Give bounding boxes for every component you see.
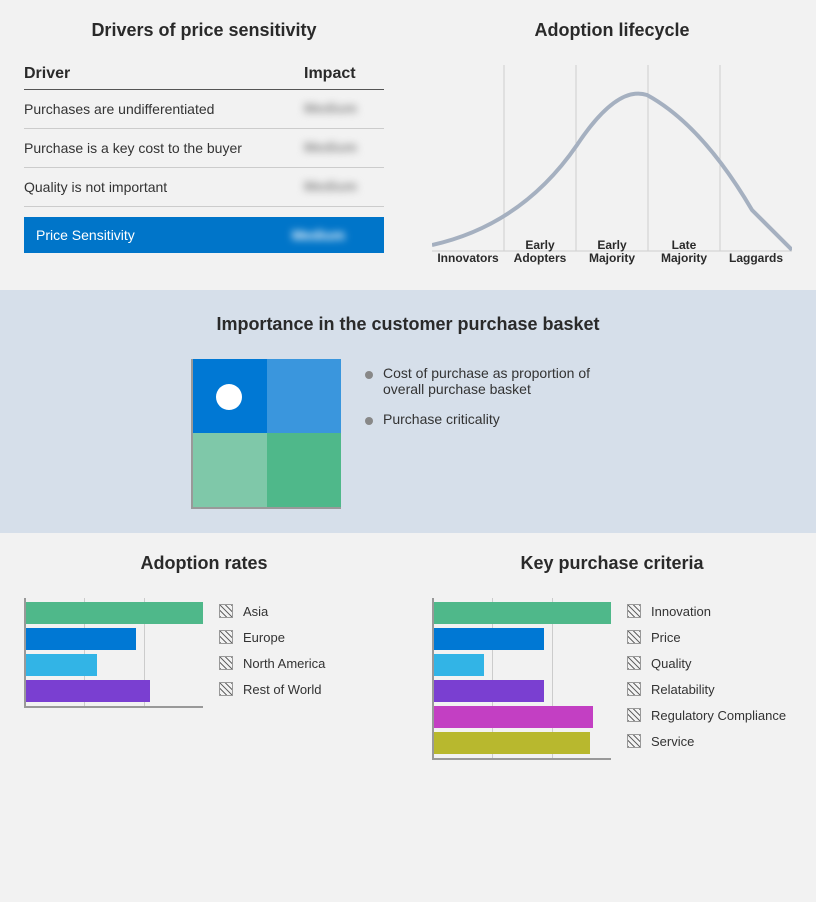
bar [26,602,203,624]
table-row: Purchase is a key cost to the buyerMediu… [24,129,384,168]
legend-swatch-icon [627,656,641,670]
bar [434,680,544,702]
row-bottom: Adoption rates Asia Europe North America Re… [0,533,816,780]
legend-swatch-icon [627,682,641,696]
panel-adoption-rates: Adoption rates Asia Europe North America Re… [0,533,408,780]
legend-item: Regulatory Compliance [627,702,792,728]
legend-label: North America [243,656,325,671]
panel-adoption-lifecycle: Adoption lifecycle Innovators EarlyAdopte… [408,0,816,290]
legend-item: Price [627,624,792,650]
legend-label: Innovation [651,604,711,619]
bar [26,628,136,650]
dashboard: Drivers of price sensitivity Driver Impa… [0,0,816,780]
importance-content: Cost of purchase as proportion of overal… [24,359,792,509]
legend-text: Cost of purchase as proportion of overal… [383,365,625,397]
quadrant-cell-bl [193,433,267,507]
panel-title: Adoption rates [24,553,384,574]
bar [434,602,611,624]
panel-key-purchase-criteria: Key purchase criteria Innovation Price Qua… [408,533,816,780]
legend-swatch-icon [627,734,641,748]
summary-row: Price Sensitivity Medium [24,217,384,253]
legend-item: Asia [219,598,384,624]
legend-label: Europe [243,630,285,645]
panel-importance: Importance in the customer purchase bask… [0,290,816,533]
legend-label: Regulatory Compliance [651,708,786,723]
legend-label: Price [651,630,681,645]
legend-item: Quality [627,650,792,676]
legend-swatch-icon [219,630,233,644]
legend-label: Asia [243,604,268,619]
panel-title: Adoption lifecycle [432,20,792,41]
legend-swatch-icon [219,656,233,670]
legend-swatch-icon [627,604,641,618]
quadrant-marker [216,384,242,410]
summary-value: Medium [292,227,345,243]
row-top: Drivers of price sensitivity Driver Impa… [0,0,816,290]
panel-title: Drivers of price sensitivity [24,20,384,41]
bar [26,654,97,676]
impact-cell: Medium [304,139,384,157]
adoption-rates-chart: Asia Europe North America Rest of World [24,598,384,708]
bullet-icon [365,371,373,379]
driver-cell: Purchases are undifferentiated [24,101,304,117]
legend-item: Innovation [627,598,792,624]
col-header-driver: Driver [24,65,304,83]
col-header-impact: Impact [304,65,384,83]
bar-area [432,598,611,760]
panel-title: Key purchase criteria [432,553,792,574]
bar [434,654,484,676]
legend-item: Service [627,728,792,754]
summary-label: Price Sensitivity [36,227,292,243]
lifecycle-category-label: Laggards [729,251,783,265]
bar [434,706,593,728]
bar-legend: Asia Europe North America Rest of World [219,598,384,708]
legend-item: Europe [219,624,384,650]
legend-swatch-icon [219,604,233,618]
legend-label: Relatability [651,682,715,697]
legend-text: Purchase criticality [383,411,500,427]
impact-cell: Medium [304,178,384,196]
quadrant-wrap [191,359,341,509]
key-purchase-criteria-chart: Innovation Price Quality Relatability Regula… [432,598,792,760]
bar [26,680,150,702]
legend-label: Rest of World [243,682,322,697]
quadrant-cell-br [267,433,341,507]
bar [434,628,544,650]
legend-item: Cost of purchase as proportion of overal… [365,365,625,397]
price-sensitivity-table: Driver Impact Purchases are undifferenti… [24,65,384,253]
legend-item: Relatability [627,676,792,702]
adoption-lifecycle-chart: Innovators EarlyAdopters EarlyMajority Late… [432,65,792,265]
legend-item: North America [219,650,384,676]
legend-swatch-icon [627,708,641,722]
quadrant-cell-tr [267,359,341,433]
table-row: Quality is not importantMedium [24,168,384,207]
lifecycle-category-label: EarlyMajority [589,238,635,265]
panel-title: Importance in the customer purchase bask… [24,314,792,335]
legend-item: Rest of World [219,676,384,702]
lifecycle-curve [432,94,792,250]
bar [434,732,590,754]
table-header: Driver Impact [24,65,384,90]
legend-item: Purchase criticality [365,411,625,427]
lifecycle-category-label: LateMajority [661,238,707,265]
quadrant-chart [191,359,341,509]
legend-label: Service [651,734,694,749]
bar-legend: Innovation Price Quality Relatability Regula… [627,598,792,760]
table-row: Purchases are undifferentiatedMedium [24,90,384,129]
panel-price-sensitivity: Drivers of price sensitivity Driver Impa… [0,0,408,290]
driver-cell: Quality is not important [24,179,304,195]
lifecycle-category-label: EarlyAdopters [514,238,567,265]
legend-swatch-icon [219,682,233,696]
bullet-icon [365,417,373,425]
importance-legend: Cost of purchase as proportion of overal… [365,359,625,441]
legend-label: Quality [651,656,691,671]
bar-area [24,598,203,708]
impact-cell: Medium [304,100,384,118]
lifecycle-category-label: Innovators [437,251,499,265]
driver-cell: Purchase is a key cost to the buyer [24,140,304,156]
legend-swatch-icon [627,630,641,644]
